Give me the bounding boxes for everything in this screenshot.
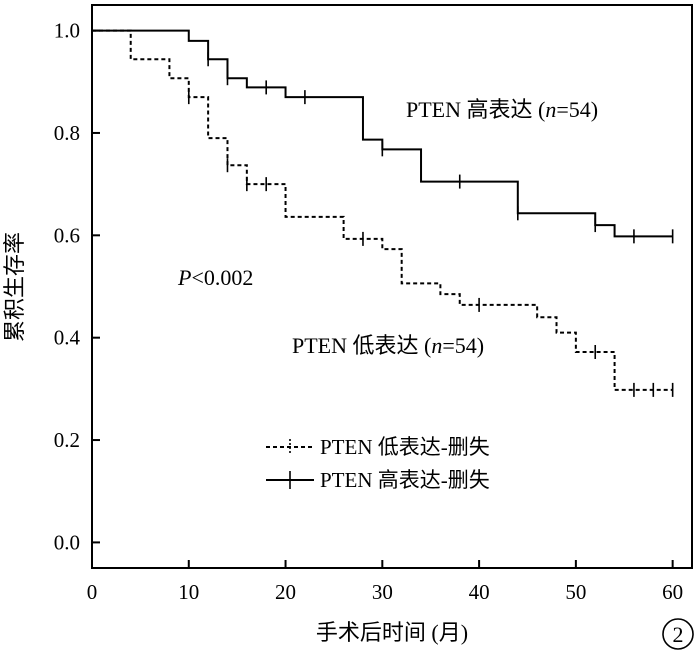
- survival-curve-high: [92, 31, 673, 237]
- y-axis-title: 累积生存率: [2, 232, 27, 342]
- legend: PTEN 低表达-删失 PTEN 高表达-删失: [266, 435, 490, 492]
- panel-number-badge: 2: [663, 619, 693, 649]
- p-value-annotation: P<0.002: [177, 265, 253, 290]
- y-tick-label: 1.0: [54, 19, 80, 43]
- x-axis-ticks: 0 10 20 30 40 50 60: [87, 560, 683, 604]
- y-axis-ticks: 0.0 0.2 0.4 0.6 0.8 1.0: [54, 19, 100, 555]
- x-axis-title: 手术后时间 (月): [316, 620, 468, 645]
- y-tick-label: 0.2: [54, 428, 80, 452]
- y-tick-label: 0.8: [54, 121, 80, 145]
- x-tick-label: 0: [87, 580, 98, 604]
- x-tick-label: 50: [565, 580, 586, 604]
- x-tick-label: 10: [178, 580, 199, 604]
- y-tick-label: 0.0: [54, 530, 80, 554]
- x-tick-label: 20: [275, 580, 296, 604]
- legend-label-high: PTEN 高表达-删失: [320, 468, 490, 492]
- x-tick-label: 60: [662, 580, 683, 604]
- x-tick-label: 40: [469, 580, 490, 604]
- y-tick-label: 0.4: [54, 326, 81, 350]
- series-label-high: PTEN 高表达 (n=54): [406, 97, 598, 122]
- km-survival-figure: 0.0 0.2 0.4 0.6 0.8 1.0 0 10 20 30 40 50 60 PTEN 高表…: [0, 0, 700, 654]
- series-label-low: PTEN 低表达 (n=54): [292, 333, 484, 358]
- panel-number: 2: [673, 622, 684, 647]
- legend-label-low: PTEN 低表达-删失: [320, 435, 490, 459]
- y-tick-label: 0.6: [54, 223, 80, 247]
- x-tick-label: 30: [372, 580, 393, 604]
